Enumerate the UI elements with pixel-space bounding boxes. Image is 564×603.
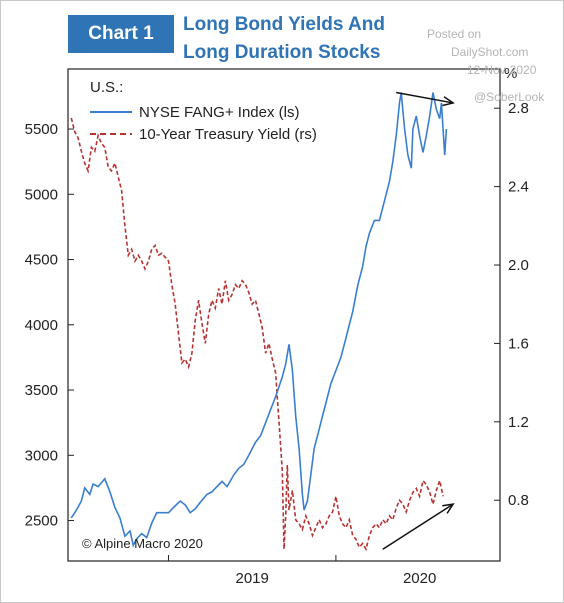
trend-arrow-head (442, 503, 455, 514)
left-tick-label: 2500 (25, 513, 58, 530)
trend-arrow-head (442, 96, 455, 107)
legend: NYSE FANG+ Index (ls) 10-Year Treasury Y… (90, 104, 317, 143)
x-tick-label: 2020 (403, 570, 436, 587)
right-tick-label: 1.6 (508, 335, 529, 352)
source-label: © Alpine Macro 2020 (82, 536, 203, 551)
chart-title-line-1: Long Bond Yields And (183, 14, 385, 35)
legend-label-yield: 10-Year Treasury Yield (rs) (139, 126, 317, 143)
legend-label-fang: NYSE FANG+ Index (ls) (139, 104, 299, 121)
left-tick-label: 3500 (25, 382, 58, 399)
x-axis: 2019 2020 (167, 555, 436, 587)
right-tick-label: 2.4 (508, 179, 529, 196)
region-label: U.S.: (90, 79, 123, 96)
chart-title-line-2: Long Duration Stocks (183, 42, 381, 63)
trend-arrow-line (396, 91, 454, 104)
series-fang-index-line (70, 92, 448, 548)
right-tick-label: 2.0 (508, 257, 529, 274)
x-tick-label: 2019 (235, 570, 268, 587)
trend-arrow-line (382, 503, 454, 550)
series-treasury-yield-line (70, 117, 444, 552)
left-axis-ticks: 2500 3000 3500 4000 4500 5000 5500 (25, 121, 74, 530)
watermark-date: 12-Nov-2020 (467, 63, 537, 77)
left-tick-label: 5500 (25, 121, 58, 138)
watermark-handle: @SoberLook (474, 90, 545, 104)
watermark-site: DailyShot.com (451, 45, 529, 59)
right-tick-label: 2.8 (508, 100, 529, 117)
chart-badge: Chart 1 (68, 15, 174, 53)
left-tick-label: 3000 (25, 447, 58, 464)
right-axis-unit: % (504, 65, 517, 82)
plot-area (67, 68, 501, 562)
right-tick-label: 0.8 (508, 492, 529, 509)
watermark-posted: Posted on (427, 27, 482, 41)
right-tick-label: 1.2 (508, 414, 529, 431)
left-tick-label: 4000 (25, 317, 58, 334)
left-tick-label: 4500 (25, 252, 58, 269)
right-axis-ticks: 0.8 1.2 1.6 2.0 2.4 2.8 (494, 100, 529, 509)
left-tick-label: 5000 (25, 186, 58, 203)
annotation-arrows (382, 91, 455, 550)
